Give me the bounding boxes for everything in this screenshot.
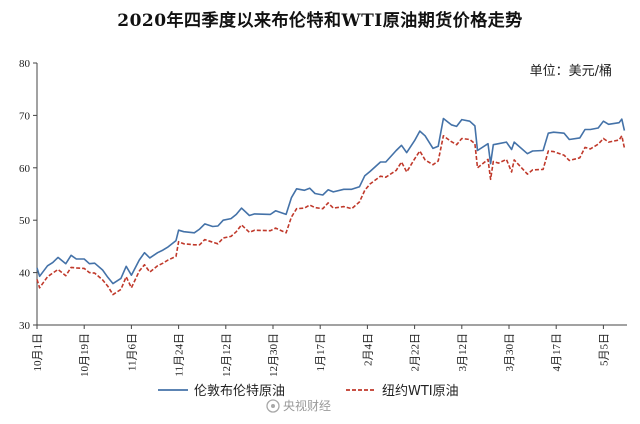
x-tick-label: 12月12日 bbox=[221, 333, 233, 377]
x-tick-label: 1月17日 bbox=[315, 333, 327, 372]
watermark-text: 央视财经 bbox=[283, 398, 331, 413]
y-tick-label: 60 bbox=[19, 163, 31, 175]
axes: 30 40 50 60 70 80 10月1日 10月19日 11月6日 11月24日 12月12日… bbox=[19, 58, 627, 377]
unit-label: 单位：美元/桶 bbox=[530, 64, 612, 79]
x-tick-label: 2月22日 bbox=[410, 333, 422, 372]
x-tick-label: 3月12日 bbox=[457, 333, 469, 372]
weibo-icon bbox=[266, 399, 280, 413]
y-tick-label: 80 bbox=[19, 58, 31, 70]
series-line-wti bbox=[36, 135, 626, 296]
legend-label-wti: 纽约WTI原油 bbox=[382, 384, 459, 399]
chart-title: 2020年四季度以来布伦特和WTI原油期货价格走势 bbox=[117, 11, 523, 31]
x-tick-label: 10月1日 bbox=[32, 333, 44, 372]
x-tick-label: 3月30日 bbox=[504, 333, 516, 372]
legend-label-brent: 伦敦布伦特原油 bbox=[194, 383, 285, 399]
x-tick-label: 10月19日 bbox=[79, 333, 91, 377]
x-tick-label: 12月30日 bbox=[268, 333, 280, 377]
legend: 伦敦布伦特原油 纽约WTI原油 bbox=[158, 383, 459, 399]
y-tick-label: 70 bbox=[19, 110, 31, 122]
x-tick-label: 4月17日 bbox=[551, 333, 563, 372]
y-tick-label: 40 bbox=[19, 268, 31, 280]
x-tick-label: 11月24日 bbox=[174, 333, 186, 377]
x-tick-label: 5月5日 bbox=[598, 333, 610, 366]
y-tick-label: 30 bbox=[19, 320, 31, 332]
series-layer bbox=[36, 117, 626, 296]
watermark: 央视财经 bbox=[266, 398, 331, 413]
weibo-icon-dot bbox=[271, 404, 275, 408]
y-tick-label: 50 bbox=[19, 215, 31, 227]
series-line-brent bbox=[36, 117, 626, 285]
x-tick-label: 11月6日 bbox=[126, 333, 138, 371]
x-tick-label: 2月4日 bbox=[362, 333, 374, 366]
